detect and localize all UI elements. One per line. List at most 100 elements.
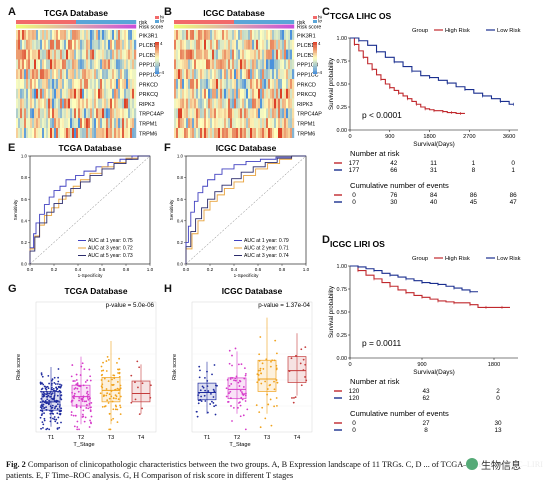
annotation-cell	[276, 24, 279, 29]
heatmap-cell	[120, 98, 123, 109]
heatmap-cell	[250, 30, 253, 40]
legend-swatch-low	[155, 20, 159, 23]
heatmap-cell	[290, 128, 293, 138]
data-point	[88, 397, 91, 400]
heatmap-cell	[276, 30, 279, 40]
heatmap-cell	[244, 98, 247, 109]
heatmap-cell	[118, 30, 121, 40]
heatmap-cell	[122, 88, 125, 99]
heatmap-cell	[66, 30, 69, 40]
annotation-cell	[86, 24, 89, 29]
heatmap-cell	[114, 88, 117, 99]
data-point	[239, 404, 242, 407]
heatmap-cell	[98, 118, 101, 129]
legend-gradient	[313, 70, 317, 73]
y-axis-label: Survival probability	[328, 285, 335, 338]
data-point	[83, 400, 86, 403]
legend-gradient	[313, 59, 317, 62]
heatmap-cell	[218, 30, 221, 40]
annotation-cell	[178, 20, 181, 24]
heatmap-cell	[38, 98, 41, 109]
heatmap-cell	[250, 128, 253, 138]
heatmap-cell	[178, 59, 181, 70]
roc-title: ICGC Database	[216, 143, 277, 153]
heatmap-cell	[116, 108, 119, 119]
heatmap-cell	[198, 98, 201, 109]
data-point	[57, 416, 60, 419]
heatmap-cell	[78, 39, 81, 50]
heatmap-cell	[252, 79, 255, 89]
risk-table-title: Number at risk	[350, 149, 400, 158]
heatmap-cell	[92, 69, 95, 80]
heatmap-cell	[114, 108, 117, 119]
annotation-cell	[268, 20, 271, 24]
heatmap-cell	[250, 69, 253, 80]
heatmap-cell	[238, 49, 241, 60]
heatmap-cell	[90, 108, 93, 119]
heatmap-cell	[258, 49, 261, 60]
heatmap-cell	[192, 118, 195, 129]
annotation-cell	[190, 24, 193, 29]
heatmap-cell	[92, 108, 95, 119]
heatmap-cell	[250, 39, 253, 50]
heatmap-cell	[32, 30, 35, 40]
heatmap-cell	[264, 59, 267, 70]
annotation-cell	[60, 20, 63, 24]
heatmap-cell	[50, 108, 53, 119]
data-point	[105, 388, 108, 390]
heatmap-cell	[264, 30, 267, 40]
data-point	[56, 388, 58, 391]
heatmap-cell	[114, 118, 117, 129]
heatmap-cell	[30, 49, 33, 60]
heatmap-cell	[122, 108, 125, 119]
heatmap-cell	[252, 128, 255, 138]
annotation-cell	[190, 20, 193, 24]
data-point	[116, 368, 119, 371]
annotation-cell	[90, 20, 93, 24]
heatmap-cell	[256, 59, 259, 70]
heatmap-cell	[90, 118, 93, 129]
heatmap-cell	[196, 39, 199, 50]
data-point	[262, 368, 265, 370]
x-tick-label: 0.0	[27, 267, 34, 272]
heatmap-cell	[228, 128, 231, 138]
heatmap-cell	[56, 49, 59, 60]
heatmap-cell	[96, 39, 99, 50]
data-point	[234, 377, 237, 380]
heatmap-cell	[248, 79, 251, 89]
data-point	[83, 368, 86, 370]
heatmap-cell	[236, 98, 239, 109]
heatmap-cell	[204, 108, 207, 119]
heatmap-cell	[34, 79, 37, 89]
heatmap-cell	[236, 88, 239, 99]
heatmap-cell	[86, 128, 89, 138]
data-point	[119, 406, 122, 409]
heatmap-cell	[210, 118, 213, 129]
annotation-cell	[218, 20, 221, 24]
heatmap-cell	[240, 88, 243, 99]
heatmap-cell	[176, 69, 179, 80]
data-point	[42, 403, 45, 406]
data-point	[225, 387, 228, 390]
heatmap-cell	[82, 39, 85, 50]
heatmap-cell	[286, 79, 289, 89]
data-point	[59, 397, 62, 399]
heatmap-cell	[130, 108, 133, 119]
legend-gradient	[313, 67, 317, 70]
heatmap-cell	[202, 49, 205, 60]
data-point	[76, 426, 79, 428]
heatmap-cell	[46, 128, 49, 138]
heatmap-cell	[52, 69, 55, 80]
heatmap-cell	[88, 79, 91, 89]
heatmap-cell	[106, 98, 109, 109]
heatmap-cell	[116, 59, 119, 70]
data-point	[244, 400, 247, 402]
heatmap-cell	[78, 49, 81, 60]
heatmap-cell	[126, 118, 129, 129]
heatmap-cell	[104, 79, 107, 89]
x-tick-label: T1	[204, 435, 211, 441]
heatmap-cell	[292, 98, 295, 109]
data-point	[204, 400, 207, 402]
data-point	[53, 376, 56, 379]
survival-curve	[350, 37, 514, 105]
